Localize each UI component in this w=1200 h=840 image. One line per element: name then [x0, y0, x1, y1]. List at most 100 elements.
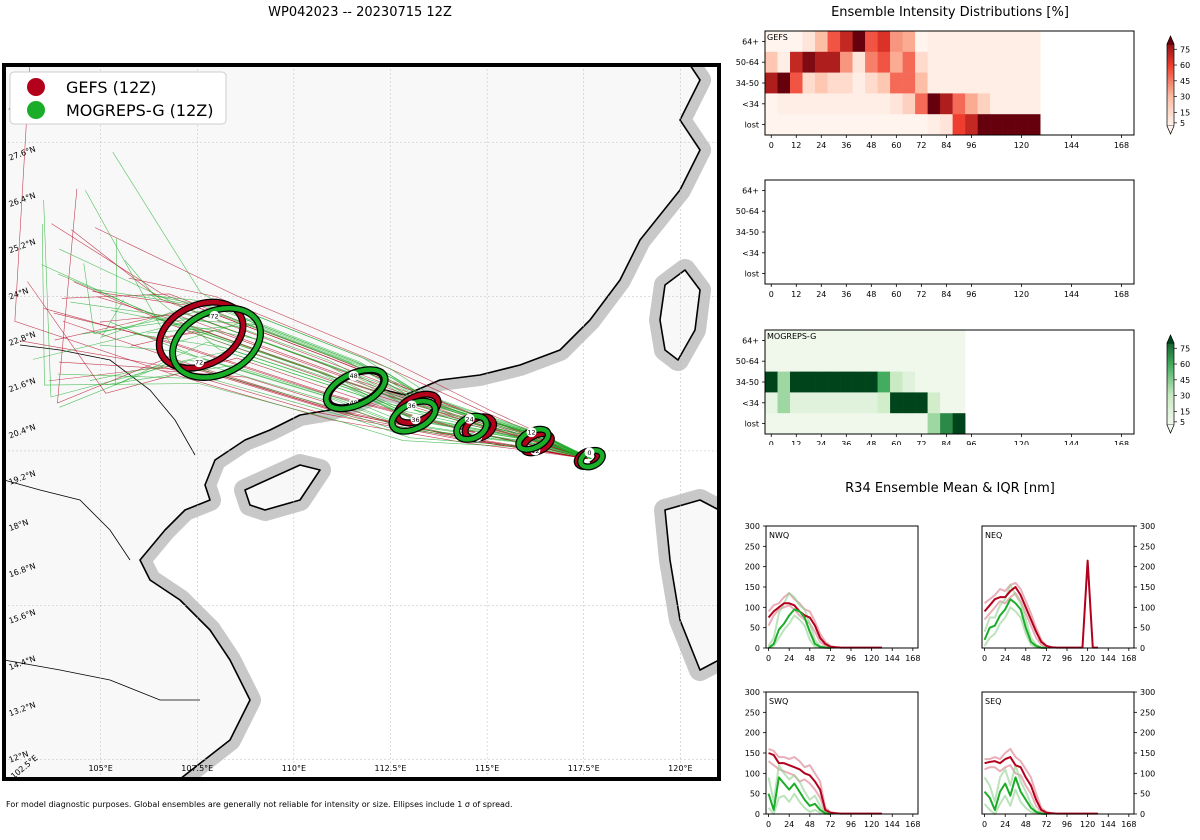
heat-cell [877, 51, 891, 73]
heat-cell [890, 371, 903, 393]
heat-cell [840, 114, 853, 136]
heat-cell [765, 371, 778, 393]
heat-cell [990, 31, 1003, 53]
member-track [83, 263, 592, 459]
heat-cell [777, 350, 791, 372]
heat-cell [940, 72, 953, 94]
colorbar-tick-label: 5 [1180, 119, 1185, 128]
hour-label: 0 [587, 449, 591, 457]
heat-cell [952, 31, 966, 53]
row-label: 64+ [742, 37, 759, 46]
colorbar-cell [1167, 123, 1174, 127]
heat-cell [927, 51, 941, 73]
y-tick-label: 150 [1140, 583, 1155, 592]
x-tick-label: 36 [841, 290, 851, 299]
heat-cell [977, 51, 991, 73]
heat-cell [915, 350, 928, 372]
heat-cell [1015, 72, 1028, 94]
colorbar-cell [1167, 76, 1174, 80]
heat-cell [952, 371, 966, 393]
map-legend: GEFS (12Z) MOGREPS-G (12Z) [9, 71, 227, 125]
panel-name: SWQ [769, 697, 788, 706]
mogreps-iqr-line [983, 606, 1047, 649]
heat-cell [1027, 31, 1041, 53]
heat-cell [965, 51, 978, 73]
colorbar-cell [1167, 381, 1174, 385]
y-tick-label: 150 [1140, 749, 1155, 758]
r34-panel-nwq: NWQ 0 24 48 72 96 120 144 168 0 50 100 150 200 250 300 [745, 522, 921, 663]
heat-cell [852, 72, 866, 94]
heat-cell [777, 371, 791, 393]
x-tick-label: 168 [905, 654, 920, 663]
hour-label-bg [464, 413, 475, 424]
heat-cell [877, 392, 891, 414]
x-tick-label: 144 [885, 654, 900, 663]
heat-cell [827, 413, 841, 435]
colorbar-cell [1167, 404, 1174, 407]
r34-panel-swq: SWQ 0 24 48 72 96 120 144 168 0 50 100 150 200 250 300 [745, 688, 921, 829]
heat-cell [902, 350, 916, 372]
heat-cell [827, 350, 841, 372]
heat-cell [940, 371, 953, 393]
heat-cell [952, 413, 966, 435]
x-tick-label: 96 [846, 820, 856, 829]
heat-cell [852, 31, 866, 53]
heat-cell [802, 114, 816, 136]
y-tick-label: 250 [745, 708, 760, 717]
heat-cell [977, 31, 991, 53]
row-label: <34 [742, 249, 759, 258]
x-tick-label: 12 [791, 290, 801, 299]
row-label: lost [745, 270, 759, 279]
colorbar-cell [1167, 52, 1174, 55]
y-tick-label: 200 [745, 563, 760, 572]
colorbar-cell [1167, 62, 1174, 65]
colorbar-cell [1167, 85, 1174, 88]
map-frame [2, 63, 721, 781]
x-tick-label: 168 [1114, 141, 1129, 150]
spread-ellipse [170, 306, 263, 380]
lon-tick-label: 107.5°E [181, 764, 213, 773]
intensity-panel-gefs: 64+ 50-64 34-50 <34 lost 0 12 24 36 48 60 72 84 96 120… [736, 30, 1190, 150]
heat-cell [840, 72, 853, 94]
heat-cell [815, 93, 828, 115]
x-tick-label: 120 [1080, 820, 1095, 829]
colorbar-cell [1167, 107, 1174, 110]
colorbar-cell [1167, 386, 1174, 389]
heat-cell [765, 51, 778, 73]
heat-cell [827, 31, 841, 53]
heat-cell [927, 93, 941, 115]
heat-cell [790, 51, 803, 73]
x-tick-label: 120 [864, 654, 879, 663]
land [4, 65, 719, 779]
colorbar-tick-label: 75 [1180, 344, 1190, 353]
x-tick-label: 168 [905, 820, 920, 829]
heat-cell [765, 392, 778, 414]
colorbar-tick-label: 15 [1180, 407, 1190, 416]
colorbar-cell [1167, 398, 1174, 401]
spread-ellipse [157, 299, 246, 371]
y-tick-label: 250 [1140, 542, 1155, 551]
x-tick-label: 96 [966, 440, 976, 445]
colorbar-tick-label: 75 [1180, 45, 1190, 54]
heat-cell [840, 93, 853, 115]
heat-cell [865, 72, 878, 94]
panel-frame [764, 179, 1135, 285]
x-tick-label: 12 [791, 141, 801, 150]
colorbar-cell [1167, 64, 1174, 67]
heat-cell [802, 392, 816, 414]
panel-frame [765, 691, 919, 815]
x-tick-label: 48 [866, 141, 876, 150]
colorbar-cell [1167, 394, 1174, 397]
y-tick-label: 50 [750, 790, 760, 799]
colorbar-cell [1167, 379, 1174, 383]
x-tick-label: 72 [1041, 820, 1051, 829]
hour-label-bg [584, 447, 595, 458]
mogreps-mean-line [983, 776, 1047, 815]
y-tick-label: 0 [755, 644, 760, 653]
heat-cell [1015, 93, 1028, 115]
x-tick-label: 48 [866, 290, 876, 299]
colorbar-cell [1167, 89, 1174, 92]
hour-label-bg [410, 414, 421, 425]
heat-cell [915, 114, 928, 136]
heat-cell [940, 51, 953, 73]
